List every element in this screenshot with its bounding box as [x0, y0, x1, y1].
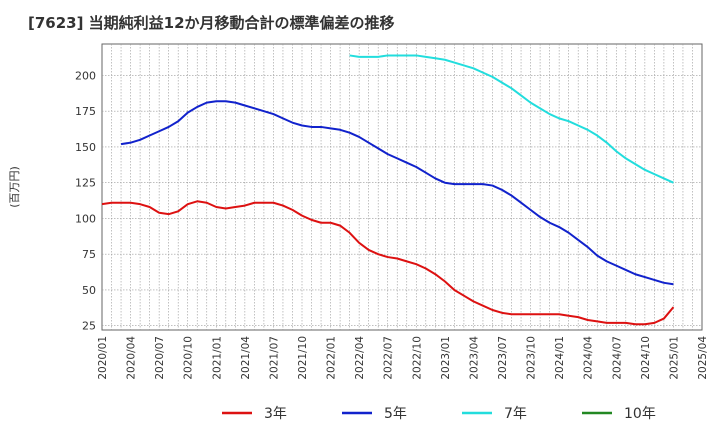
- x-tick-label: 2022/10: [411, 336, 423, 380]
- x-tick-label: 2024/01: [554, 336, 566, 380]
- y-tick-label: 25: [82, 320, 96, 333]
- y-tick-label: 50: [82, 284, 96, 297]
- y-tick-label: 200: [75, 69, 96, 82]
- y-tick-label: 175: [75, 105, 96, 118]
- legend-label: 5年: [384, 406, 407, 422]
- x-tick-label: 2020/10: [183, 336, 195, 380]
- x-tick-label: 2020/07: [154, 336, 166, 380]
- legend-label: 3年: [264, 406, 287, 422]
- legend-label: 7年: [504, 406, 527, 422]
- x-tick-label: 2021/10: [297, 336, 309, 380]
- legend-label: 10年: [624, 406, 656, 422]
- x-tick-label: 2021/07: [268, 336, 280, 380]
- x-tick-label: 2022/01: [326, 336, 338, 380]
- x-tick-label: 2021/01: [211, 336, 223, 380]
- series-line-7年: [349, 54, 674, 184]
- x-tick-label: 2023/07: [497, 336, 509, 380]
- series-line-3年: [101, 200, 675, 326]
- x-tick-label: 2022/04: [354, 336, 366, 380]
- x-tick-label: 2023/01: [440, 336, 452, 380]
- x-tick-label: 2023/04: [468, 336, 480, 380]
- chart-title: [7623] 当期純利益12か月移動合計の標準偏差の推移: [28, 14, 395, 32]
- x-tick-label: 2024/07: [611, 336, 623, 380]
- x-tick-label: 2020/04: [126, 336, 138, 380]
- x-tick-label: 2021/04: [240, 336, 252, 380]
- y-tick-label: 150: [75, 141, 96, 154]
- y-tick-label: 125: [75, 177, 96, 190]
- x-tick-label: 2025/01: [668, 336, 680, 380]
- y-tick-label: 100: [75, 212, 96, 225]
- y-axis-label: (百万円): [8, 166, 21, 208]
- plot-area: [101, 43, 703, 331]
- x-tick-label: 2025/04: [697, 336, 709, 380]
- y-tick-label: 75: [82, 248, 96, 261]
- x-tick-label: 2023/10: [526, 336, 538, 380]
- x-tick-label: 2024/10: [640, 336, 652, 380]
- x-tick-label: 2024/04: [583, 336, 595, 380]
- x-tick-label: 2022/07: [383, 336, 395, 380]
- x-tick-label: 2020/01: [97, 336, 109, 380]
- series-line-5年: [120, 100, 674, 286]
